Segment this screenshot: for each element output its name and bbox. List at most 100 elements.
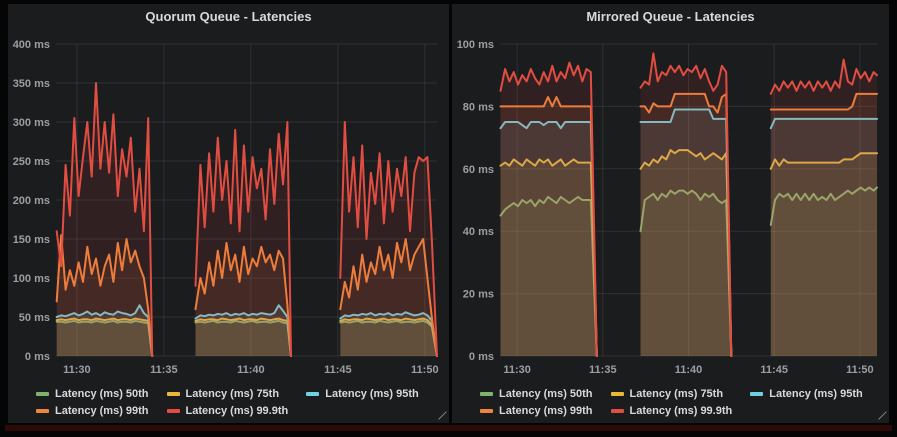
legend-item[interactable]: Latency (ms) 99th [480, 405, 593, 417]
series-area [500, 97, 597, 356]
y-axis-tick-label: 80 ms [463, 101, 494, 113]
series-area [56, 305, 153, 356]
series-line [639, 52, 733, 357]
x-axis-tick-label: 11:50 [846, 364, 874, 376]
y-axis-tick-label: 400 ms [13, 39, 50, 51]
y-axis-tick-label: 350 ms [13, 78, 50, 90]
legend-swatch-icon [480, 409, 493, 413]
series-area [340, 122, 437, 356]
series-line [194, 319, 292, 357]
series-area [340, 320, 437, 356]
series-area [770, 118, 877, 357]
legend-swatch-icon [610, 409, 624, 413]
series-area [640, 53, 732, 357]
legend-swatch-icon [36, 392, 49, 396]
series-area [770, 153, 877, 356]
series-area [500, 196, 597, 356]
y-axis-tick-label: 100 ms [457, 39, 494, 51]
legend-swatch-icon [306, 392, 320, 396]
series-line [499, 96, 598, 357]
series-area [770, 59, 877, 356]
series-area [56, 320, 153, 356]
series-area [640, 93, 732, 357]
series-line [639, 92, 733, 357]
x-axis-tick-label: 11:40 [675, 364, 703, 376]
y-axis-tick-label: 100 ms [13, 273, 50, 285]
series-line [769, 92, 878, 111]
legend-swatch-icon [166, 409, 180, 413]
series-line [769, 58, 878, 95]
mirrored-latency-chart[interactable]: 0 ms 20 ms 40 ms 60 ms 80 ms 100 ms 11:30 11:35… [454, 30, 887, 382]
legend-item[interactable]: Latency (ms) 75th [166, 388, 289, 400]
series-line [499, 121, 598, 357]
panel-quorum-queue: Quorum Queue - Latencies 0 ms 50 ms 100 ms… [8, 4, 449, 423]
series-line [499, 195, 598, 357]
series-line [769, 152, 878, 170]
x-axis-tick-label: 11:35 [589, 364, 617, 376]
panel-mirrored-queue: Mirrored Queue - Latencies 0 ms 20 ms 40 m… [452, 4, 889, 423]
series-area [640, 190, 732, 356]
chart-canvas[interactable]: 0 ms 50 ms 100 ms 150 ms 200 ms 250 ms 300 ms 3… [10, 30, 447, 382]
window-bottom-stripe [5, 425, 892, 431]
legend-label: Latency (ms) 99.9th [629, 405, 733, 417]
series-line [194, 241, 292, 357]
legend-swatch-icon [36, 409, 49, 413]
legend-item[interactable]: Latency (ms) 95th [750, 388, 863, 400]
series-area [640, 109, 732, 356]
panel-resize-handle[interactable] [437, 411, 446, 420]
series-area [195, 242, 291, 356]
y-axis-tick-label: 250 ms [13, 156, 50, 168]
y-axis-tick-label: 60 ms [463, 164, 494, 176]
legend-mirrored: Latency (ms) 50th Latency (ms) 75th Latenc… [480, 388, 863, 417]
chart-canvas[interactable]: 0 ms 20 ms 40 ms 60 ms 80 ms 100 ms 11:30 11:35… [454, 30, 887, 382]
panel-title-quorum[interactable]: Quorum Queue - Latencies [145, 9, 312, 24]
series-line [339, 121, 438, 357]
legend-quorum: Latency (ms) 50th Latency (ms) 75th Latenc… [36, 388, 419, 417]
y-axis-tick-label: 300 ms [13, 117, 50, 129]
y-axis-tick-label: 150 ms [13, 234, 50, 246]
series-line [499, 158, 598, 357]
series-line [55, 234, 154, 357]
legend-item[interactable]: Latency (ms) 75th [610, 388, 733, 400]
series-line [55, 317, 154, 357]
legend-item[interactable]: Latency (ms) 99.9th [610, 405, 733, 417]
quorum-latency-chart[interactable]: 0 ms 50 ms 100 ms 150 ms 200 ms 250 ms 300 ms 3… [10, 30, 447, 382]
legend-swatch-icon [610, 392, 624, 396]
series-area [770, 187, 877, 356]
legend-label: Latency (ms) 50th [55, 388, 149, 400]
series-area [340, 312, 437, 356]
legend-label: Latency (ms) 75th [629, 388, 724, 400]
series-line [339, 319, 438, 357]
y-axis-tick-label: 0 ms [25, 351, 50, 363]
legend-label: Latency (ms) 95th [769, 388, 863, 400]
legend-item[interactable]: Latency (ms) 50th [36, 388, 149, 400]
series-line [769, 186, 878, 226]
legend-swatch-icon [750, 392, 764, 396]
legend-label: Latency (ms) 95th [325, 388, 419, 400]
series-area [340, 318, 437, 356]
legend-item[interactable]: Latency (ms) 99.9th [166, 405, 288, 417]
series-area [56, 235, 153, 356]
series-line [55, 304, 154, 357]
series-area [56, 318, 153, 356]
legend-item[interactable]: Latency (ms) 50th [480, 388, 593, 400]
legend-item[interactable]: Latency (ms) 99th [36, 405, 149, 417]
legend-label: Latency (ms) 99th [55, 405, 149, 417]
panel-resize-handle[interactable] [877, 411, 886, 420]
series-area [500, 122, 597, 356]
x-axis-tick-label: 11:30 [63, 364, 91, 376]
x-axis-tick-label: 11:45 [324, 364, 352, 376]
series-area [500, 159, 597, 356]
series-area [500, 62, 597, 356]
series-area [340, 239, 437, 356]
legend-item[interactable]: Latency (ms) 95th [306, 388, 419, 400]
legend-label: Latency (ms) 75th [185, 388, 280, 400]
series-line [639, 108, 733, 357]
series-area [195, 122, 291, 356]
series-line [339, 238, 438, 357]
series-line [55, 82, 154, 357]
series-line [55, 319, 154, 357]
panel-title-mirrored[interactable]: Mirrored Queue - Latencies [586, 9, 755, 24]
y-axis-tick-label: 200 ms [13, 195, 50, 207]
